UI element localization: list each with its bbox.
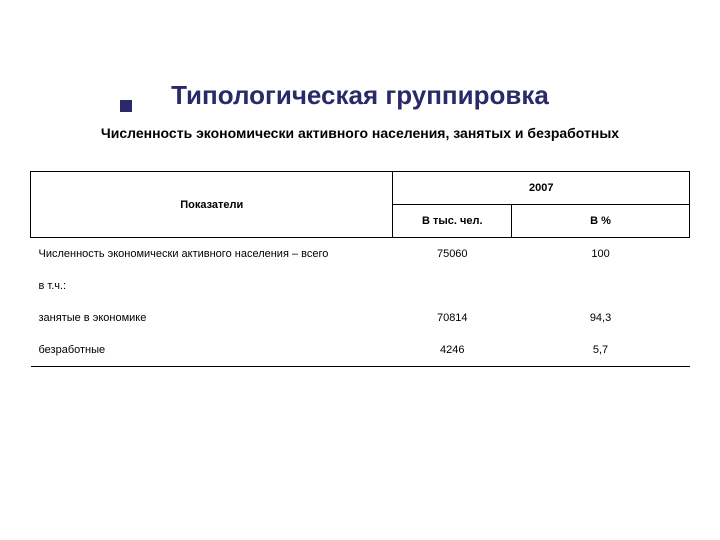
table-row: в т.ч.: <box>31 270 690 302</box>
col-header-indicators: Показатели <box>31 172 393 238</box>
row-label: занятые в экономике <box>31 302 393 334</box>
row-percent: 5,7 <box>512 334 690 367</box>
table-row: безработные 4246 5,7 <box>31 334 690 367</box>
row-percent: 94,3 <box>512 302 690 334</box>
page-subtitle: Численность экономически активного насел… <box>30 125 690 141</box>
table-row: Численность экономически активного насел… <box>31 238 690 271</box>
row-label: безработные <box>31 334 393 367</box>
col-header-percent: В % <box>512 205 690 238</box>
row-thousands: 70814 <box>393 302 512 334</box>
row-label: Численность экономически активного насел… <box>31 238 393 271</box>
row-percent: 100 <box>512 238 690 271</box>
row-thousands: 75060 <box>393 238 512 271</box>
row-label: в т.ч.: <box>31 270 393 302</box>
col-header-year: 2007 <box>393 172 690 205</box>
bullet-decoration <box>120 100 132 112</box>
row-thousands <box>393 270 512 302</box>
row-percent <box>512 270 690 302</box>
data-table: Показатели 2007 В тыс. чел. В % Численно… <box>30 171 690 367</box>
table-row: занятые в экономике 70814 94,3 <box>31 302 690 334</box>
row-thousands: 4246 <box>393 334 512 367</box>
col-header-thousands: В тыс. чел. <box>393 205 512 238</box>
